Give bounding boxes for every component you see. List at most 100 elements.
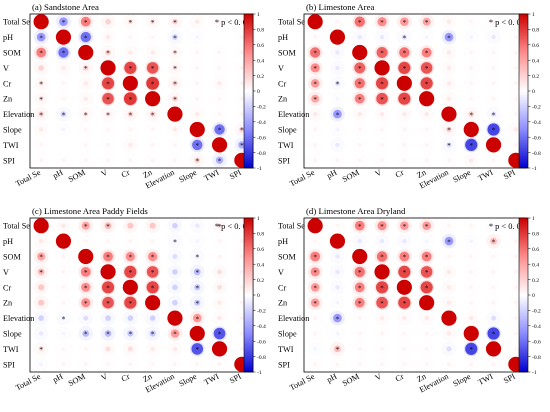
significance-star: * [196,300,200,308]
correlation-dot [398,92,411,105]
significance-star: * [129,254,133,262]
correlation-dot [377,221,387,231]
correlation-dot [376,251,388,262]
correlation-dot [239,112,244,116]
correlation-dot [217,269,223,275]
colorbar-tick-label: -0.6 [532,135,541,141]
correlation-dot [217,315,222,321]
column-label: TWI [477,372,495,387]
correlation-dot [128,158,133,163]
correlation-dot [61,362,66,367]
significance-star: * [403,96,407,104]
column-label: SOM [67,167,88,184]
correlation-dot [513,50,518,55]
correlation-dot [106,239,110,244]
correlation-dot [313,239,318,244]
significance-star: * [106,50,110,58]
row-label: SOM [3,253,21,262]
correlation-dot [106,143,110,147]
correlation-dot [239,300,244,305]
correlation-dot [469,300,474,305]
correlation-dot [357,34,362,40]
correlation-dot [380,362,384,367]
correlation-dot [239,96,244,101]
correlation-dot [217,96,222,101]
significance-star: * [196,142,200,150]
row-label: TWI [3,141,19,150]
row-label: Zn [3,95,12,104]
correlation-dot [441,310,457,326]
correlation-dot [213,327,226,340]
correlation-dot [513,285,518,290]
correlation-dot [100,264,116,280]
correlation-dot [420,77,433,90]
colorbar-tick-label: 0 [532,293,535,299]
significance-star: * [380,50,384,58]
correlation-dot [39,158,44,163]
row-label: SPI [278,360,290,369]
correlation-dot [83,96,88,101]
significance-star: * [173,81,177,89]
correlation-dot [491,254,496,259]
correlation-dot [60,111,67,117]
correlation-dot [398,265,411,278]
correlation-dot [61,331,66,336]
colorbar-tick-label: 0.6 [532,247,539,253]
column-label: SOM [341,371,362,388]
correlation-dot [127,330,134,337]
correlation-dot [195,111,200,117]
correlation-dot [37,252,46,261]
correlation-dot [80,16,91,27]
correlation-dot [398,296,411,309]
correlation-dot [469,315,474,321]
colorbar-tick-label: -0.6 [257,339,266,345]
correlation-dot [38,80,44,86]
significance-star: * [380,254,384,262]
correlation-dot [149,315,156,321]
colorbar-tick-label: -0.2 [532,309,541,315]
correlation-dot [335,285,340,290]
significance-star: * [106,331,110,339]
correlation-dot [195,254,200,259]
correlation-dot [307,14,323,30]
correlation-dot [469,270,474,274]
correlation-dot [447,362,451,367]
row-label: TWI [278,141,294,150]
correlation-dot [313,35,318,39]
correlation-dot [194,157,201,164]
correlation-dot [36,32,46,42]
correlation-dot [33,14,49,30]
row-label: V [278,64,284,73]
row-label: Cr [3,79,11,88]
column-label: Zn [141,372,153,384]
correlation-dot [421,47,432,58]
row-label: SPI [3,360,15,369]
significance-star: * [492,331,496,339]
correlation-dot [239,81,244,86]
correlation-dot [195,223,200,228]
correlation-dot [38,238,44,244]
colorbar [243,217,254,373]
correlation-dot [490,237,497,245]
row-label: pH [3,33,13,42]
correlation-dot [513,35,518,39]
significance-star: * [358,65,362,73]
correlation-dot [419,91,435,107]
correlation-dot [444,236,454,246]
column-label: Total Se [14,372,42,393]
correlation-dot [172,299,178,306]
correlation-dot [149,330,156,337]
correlation-dot [354,266,365,278]
panel-b-limestone: * * * * * * * * * * * * * * * * * * * * * * * * * * * * * * Total Se pH… [278,2,541,190]
correlation-dot [335,19,340,24]
significance-star: * [447,238,451,246]
significance-star: * [84,34,88,42]
significance-star: * [403,19,407,27]
correlation-dot [83,362,88,367]
correlation-dot [398,61,411,74]
correlation-dot [61,143,66,147]
column-label: Slope [177,168,198,185]
significance-star: * [84,300,88,308]
correlation-dot [354,93,365,104]
colorbar-tick-label: 1 [532,216,535,222]
